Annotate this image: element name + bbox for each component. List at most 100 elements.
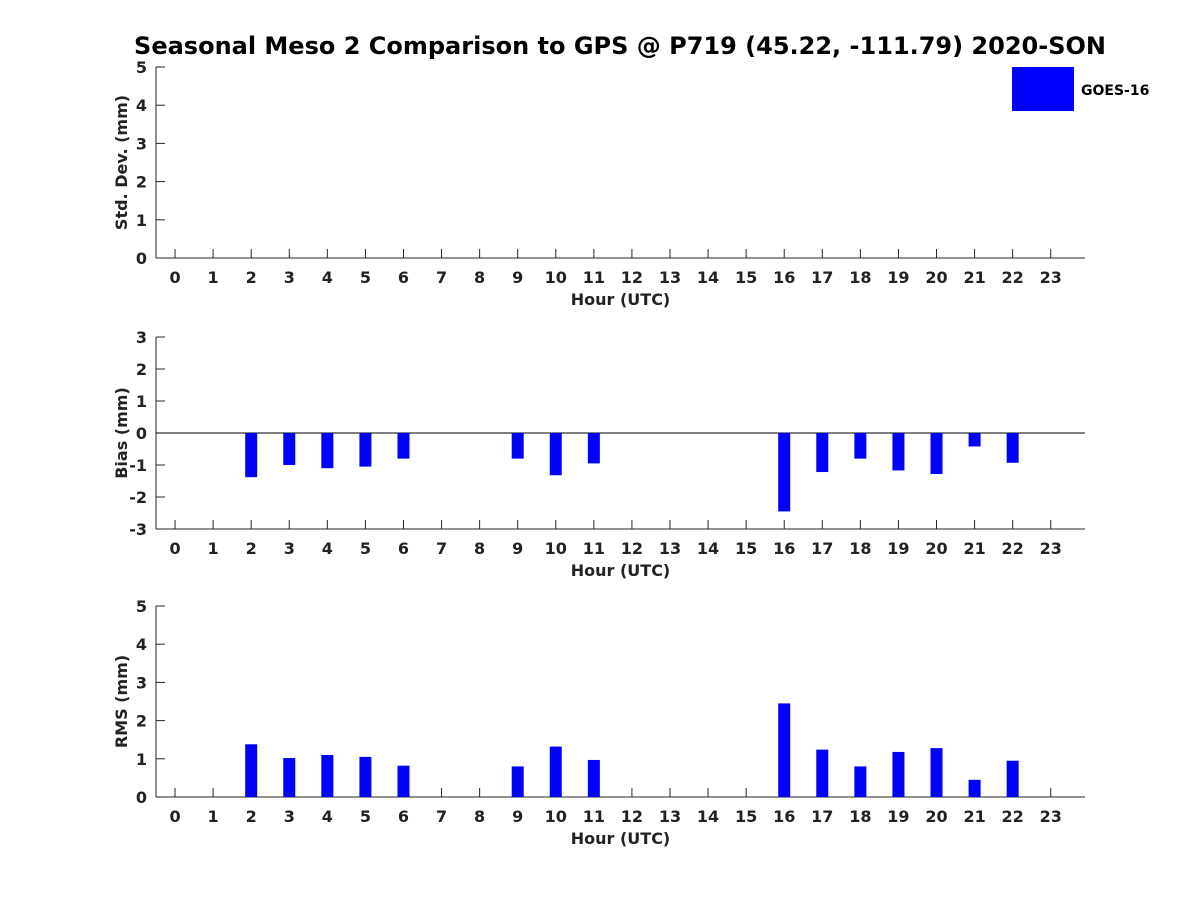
- x-tick-label: 22: [1002, 807, 1024, 826]
- y-tick-label: 1: [136, 750, 147, 769]
- x-tick-label: 10: [545, 268, 567, 287]
- x-axis-label: Hour (UTC): [571, 290, 671, 309]
- x-tick-label: 1: [208, 807, 219, 826]
- x-tick-label: 11: [583, 807, 605, 826]
- x-tick-label: 3: [284, 807, 295, 826]
- x-tick-label: 13: [659, 807, 681, 826]
- x-tick-label: 2: [246, 539, 257, 558]
- x-tick-label: 18: [849, 539, 871, 558]
- x-tick-label: 1: [208, 539, 219, 558]
- x-tick-label: 18: [849, 807, 871, 826]
- bar-hour-4: [321, 433, 334, 469]
- bar-hour-5: [359, 433, 372, 467]
- x-tick-label: 3: [284, 539, 295, 558]
- bar-hour-3: [283, 758, 296, 797]
- bar-hour-17: [816, 433, 829, 473]
- bar-hour-22: [1006, 433, 1019, 463]
- x-tick-label: 22: [1002, 268, 1024, 287]
- x-tick-label: 15: [735, 268, 757, 287]
- y-tick-label: 0: [136, 424, 147, 443]
- y-tick-label: 2: [136, 360, 147, 379]
- x-tick-label: 8: [474, 539, 485, 558]
- y-tick-label: 4: [136, 96, 147, 115]
- x-tick-label: 5: [360, 807, 371, 826]
- x-tick-label: 17: [811, 807, 833, 826]
- bar-hour-5: [359, 756, 372, 797]
- bar-hour-4: [321, 754, 334, 797]
- x-tick-label: 0: [169, 268, 180, 287]
- bar-hour-22: [1006, 760, 1019, 797]
- x-tick-label: 0: [169, 539, 180, 558]
- bar-hour-9: [511, 433, 524, 459]
- x-tick-label: 17: [811, 539, 833, 558]
- x-tick-label: 19: [887, 539, 909, 558]
- y-tick-label: 3: [136, 328, 147, 347]
- x-tick-label: 21: [963, 539, 985, 558]
- x-tick-label: 7: [436, 268, 447, 287]
- x-tick-label: 11: [583, 268, 605, 287]
- x-axis-label: Hour (UTC): [571, 829, 671, 848]
- y-tick-label: 2: [136, 173, 147, 192]
- y-tick-label: 0: [136, 249, 147, 268]
- bar-hour-6: [397, 433, 410, 459]
- x-tick-label: 21: [963, 807, 985, 826]
- y-tick-label: -2: [129, 488, 147, 507]
- bar-hour-11: [587, 433, 600, 464]
- y-axis-label: RMS (mm): [112, 655, 131, 748]
- y-tick-label: 1: [136, 211, 147, 230]
- bar-hour-20: [930, 433, 943, 474]
- x-tick-label: 4: [322, 268, 333, 287]
- x-tick-label: 2: [246, 807, 257, 826]
- x-tick-label: 16: [773, 268, 795, 287]
- x-tick-label: 8: [474, 268, 485, 287]
- bar-hour-19: [892, 433, 905, 471]
- y-axis-label: Bias (mm): [112, 387, 131, 479]
- x-tick-label: 20: [925, 807, 947, 826]
- bar-hour-18: [854, 433, 867, 459]
- y-tick-label: 4: [136, 635, 147, 654]
- x-axis-label: Hour (UTC): [571, 561, 671, 580]
- x-tick-label: 7: [436, 807, 447, 826]
- bar-hour-10: [549, 746, 562, 797]
- x-tick-label: 13: [659, 268, 681, 287]
- x-tick-label: 5: [360, 539, 371, 558]
- chart-title: Seasonal Meso 2 Comparison to GPS @ P719…: [134, 32, 1106, 60]
- x-tick-label: 9: [512, 807, 523, 826]
- y-tick-label: 5: [136, 597, 147, 616]
- bar-hour-21: [968, 779, 981, 797]
- x-tick-label: 6: [398, 268, 409, 287]
- y-tick-label: 5: [136, 58, 147, 77]
- bar-hour-9: [511, 766, 524, 797]
- bar-hour-16: [778, 433, 791, 512]
- x-tick-label: 21: [963, 268, 985, 287]
- x-tick-label: 10: [545, 539, 567, 558]
- x-tick-label: 6: [398, 539, 409, 558]
- x-tick-label: 23: [1040, 539, 1062, 558]
- y-axis-label: Std. Dev. (mm): [112, 95, 131, 230]
- x-tick-label: 1: [208, 268, 219, 287]
- x-tick-label: 4: [322, 807, 333, 826]
- x-tick-label: 5: [360, 268, 371, 287]
- bar-hour-18: [854, 766, 867, 797]
- x-tick-label: 17: [811, 268, 833, 287]
- x-tick-label: 0: [169, 807, 180, 826]
- bar-hour-17: [816, 749, 829, 797]
- x-tick-label: 16: [773, 807, 795, 826]
- x-tick-label: 3: [284, 268, 295, 287]
- y-tick-label: 1: [136, 392, 147, 411]
- x-tick-label: 14: [697, 539, 719, 558]
- y-tick-label: 3: [136, 134, 147, 153]
- bar-hour-3: [283, 433, 296, 465]
- y-tick-label: 0: [136, 788, 147, 807]
- x-tick-label: 15: [735, 807, 757, 826]
- x-tick-label: 12: [621, 268, 643, 287]
- x-tick-label: 10: [545, 807, 567, 826]
- y-tick-label: 3: [136, 673, 147, 692]
- x-tick-label: 19: [887, 807, 909, 826]
- x-tick-label: 9: [512, 539, 523, 558]
- bar-hour-20: [930, 748, 943, 797]
